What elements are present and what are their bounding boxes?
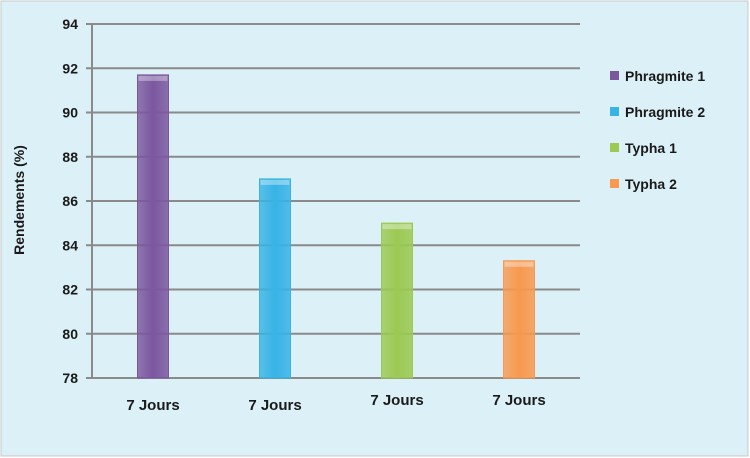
legend-label: Typha 2	[625, 176, 677, 192]
legend-swatch	[610, 179, 619, 188]
bar-highlight	[260, 179, 290, 185]
legend-label: Phragmite 2	[625, 104, 705, 120]
y-axis-label: Rendements (%)	[11, 145, 27, 255]
x-tick-label: 7 Jours	[126, 397, 179, 414]
bar-highlight	[138, 75, 168, 81]
y-tick-label: 80	[62, 326, 78, 342]
legend-label: Phragmite 1	[625, 68, 705, 84]
bar-phragmite-1	[137, 74, 169, 379]
bar-highlight	[382, 224, 412, 230]
y-tick-label: 90	[62, 105, 78, 121]
y-tick-label: 86	[62, 193, 78, 209]
bar-phragmite-2	[259, 178, 291, 379]
y-tick-label: 88	[62, 149, 78, 165]
y-tick-label: 94	[62, 16, 78, 32]
y-tick-label: 84	[62, 237, 78, 253]
legend-swatch	[610, 143, 619, 152]
bar-typha-2	[503, 260, 535, 379]
legend-swatch	[610, 107, 619, 116]
bar-typha-1	[381, 222, 413, 379]
x-tick-label: 7 Jours	[492, 392, 545, 409]
y-tick-label: 78	[62, 370, 78, 386]
legend-swatch	[610, 71, 619, 80]
x-tick-label: 7 Jours	[370, 392, 423, 409]
y-tick-label: 82	[62, 282, 78, 298]
y-tick-label: 92	[62, 60, 78, 76]
x-tick-label: 7 Jours	[248, 397, 301, 414]
legend-label: Typha 1	[625, 140, 677, 156]
bar-highlight	[504, 261, 534, 267]
